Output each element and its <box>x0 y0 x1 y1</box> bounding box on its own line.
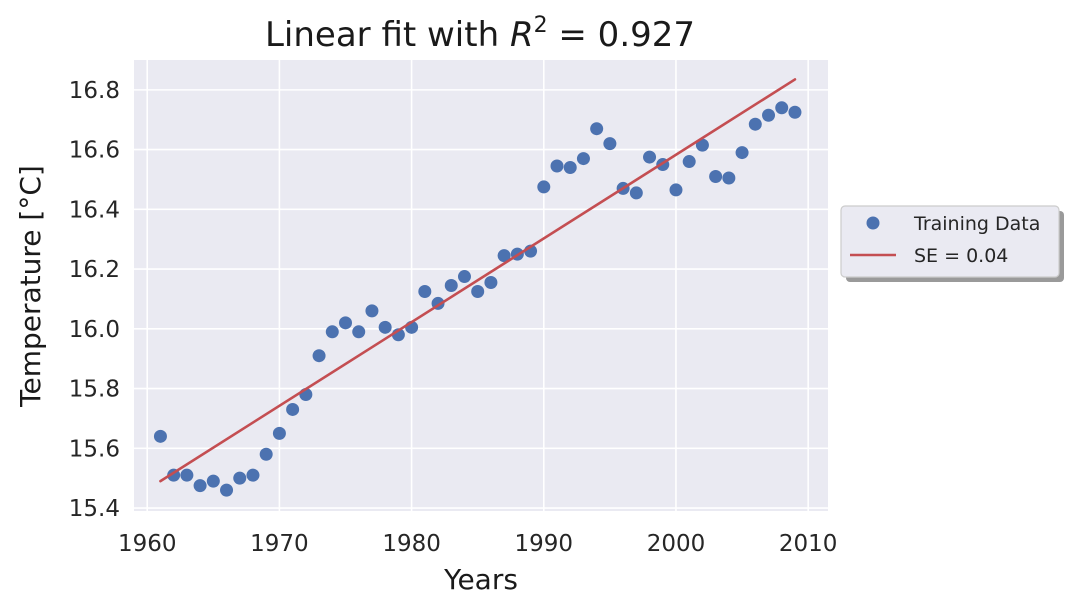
training-data-point <box>550 159 564 173</box>
training-data-point <box>643 150 657 164</box>
training-data-point <box>629 186 643 200</box>
training-data-point <box>352 325 366 339</box>
training-data-point <box>444 279 458 292</box>
training-data-point <box>748 117 762 131</box>
legend-label-training-data: Training Data <box>913 213 1040 235</box>
x-tick-label: 1990 <box>515 531 574 557</box>
y-tick-label: 16.6 <box>69 138 120 164</box>
training-data-point <box>695 138 709 152</box>
training-data-point <box>471 284 485 298</box>
x-tick-label: 1970 <box>250 531 309 557</box>
x-tick-label: 1980 <box>382 531 441 557</box>
series-layer <box>153 78 802 497</box>
training-data-point <box>246 468 260 482</box>
training-data-point <box>709 169 723 183</box>
training-data-point <box>259 447 273 461</box>
x-tick-label: 1960 <box>118 531 177 557</box>
training-data-point <box>484 276 498 290</box>
training-data-point <box>365 304 379 318</box>
training-data-point <box>537 180 551 194</box>
training-data-point <box>775 101 789 115</box>
legend-box <box>840 205 1060 278</box>
chart-title: Linear fit with R2 = 0.927 <box>265 13 695 55</box>
training-data-point <box>563 161 577 175</box>
training-data-point <box>735 146 749 160</box>
grid-lines <box>134 60 828 511</box>
training-data-point <box>497 249 511 263</box>
legend-label-se: SE = 0.04 <box>914 245 1008 267</box>
training-data-point <box>378 320 392 334</box>
training-data-point <box>193 479 207 493</box>
training-data-point <box>272 426 286 440</box>
training-data-point <box>220 483 234 497</box>
y-tick-label: 16.4 <box>69 197 120 223</box>
legend-marker-training-data <box>866 216 880 230</box>
training-data-point <box>418 284 432 298</box>
training-data-point <box>682 155 696 169</box>
y-tick-label: 15.6 <box>69 436 120 462</box>
y-tick-label: 15.8 <box>69 377 120 403</box>
training-data-point <box>206 474 220 488</box>
training-data-point <box>722 171 736 185</box>
y-tick-label: 15.4 <box>69 496 120 522</box>
x-tick-label: 2000 <box>647 531 706 557</box>
training-data-point <box>788 105 802 119</box>
y-tick-label: 16.8 <box>69 78 120 104</box>
training-data-point <box>233 471 247 485</box>
y-tick-label: 16.0 <box>69 317 120 343</box>
x-axis-ticks: 1960 1970 1980 1990 2000 2010 <box>118 531 837 557</box>
plot-background <box>134 60 828 511</box>
training-data-point <box>180 468 194 482</box>
training-data-point <box>153 429 167 443</box>
x-axis-label: Years <box>443 563 518 596</box>
legend: Training Data SE = 0.04 <box>840 205 1064 282</box>
training-data-point <box>603 137 617 151</box>
training-data-point <box>762 108 776 122</box>
training-data-point <box>590 122 604 136</box>
x-tick-label: 2010 <box>779 531 838 557</box>
training-data-point <box>339 316 353 330</box>
training-data-point <box>286 402 300 416</box>
plot-area <box>134 60 828 511</box>
training-data-point <box>312 349 326 363</box>
y-axis-label: Temperature [°C] <box>14 165 47 408</box>
training-data-point <box>325 325 339 339</box>
y-axis-ticks: 15.4 15.6 15.8 16.0 16.2 16.4 16.6 16.8 <box>69 78 120 522</box>
training-data-point <box>669 183 683 197</box>
training-data-point <box>457 270 471 284</box>
training-data-point <box>576 152 590 166</box>
fit-line <box>159 78 797 483</box>
y-tick-label: 16.2 <box>69 257 120 283</box>
